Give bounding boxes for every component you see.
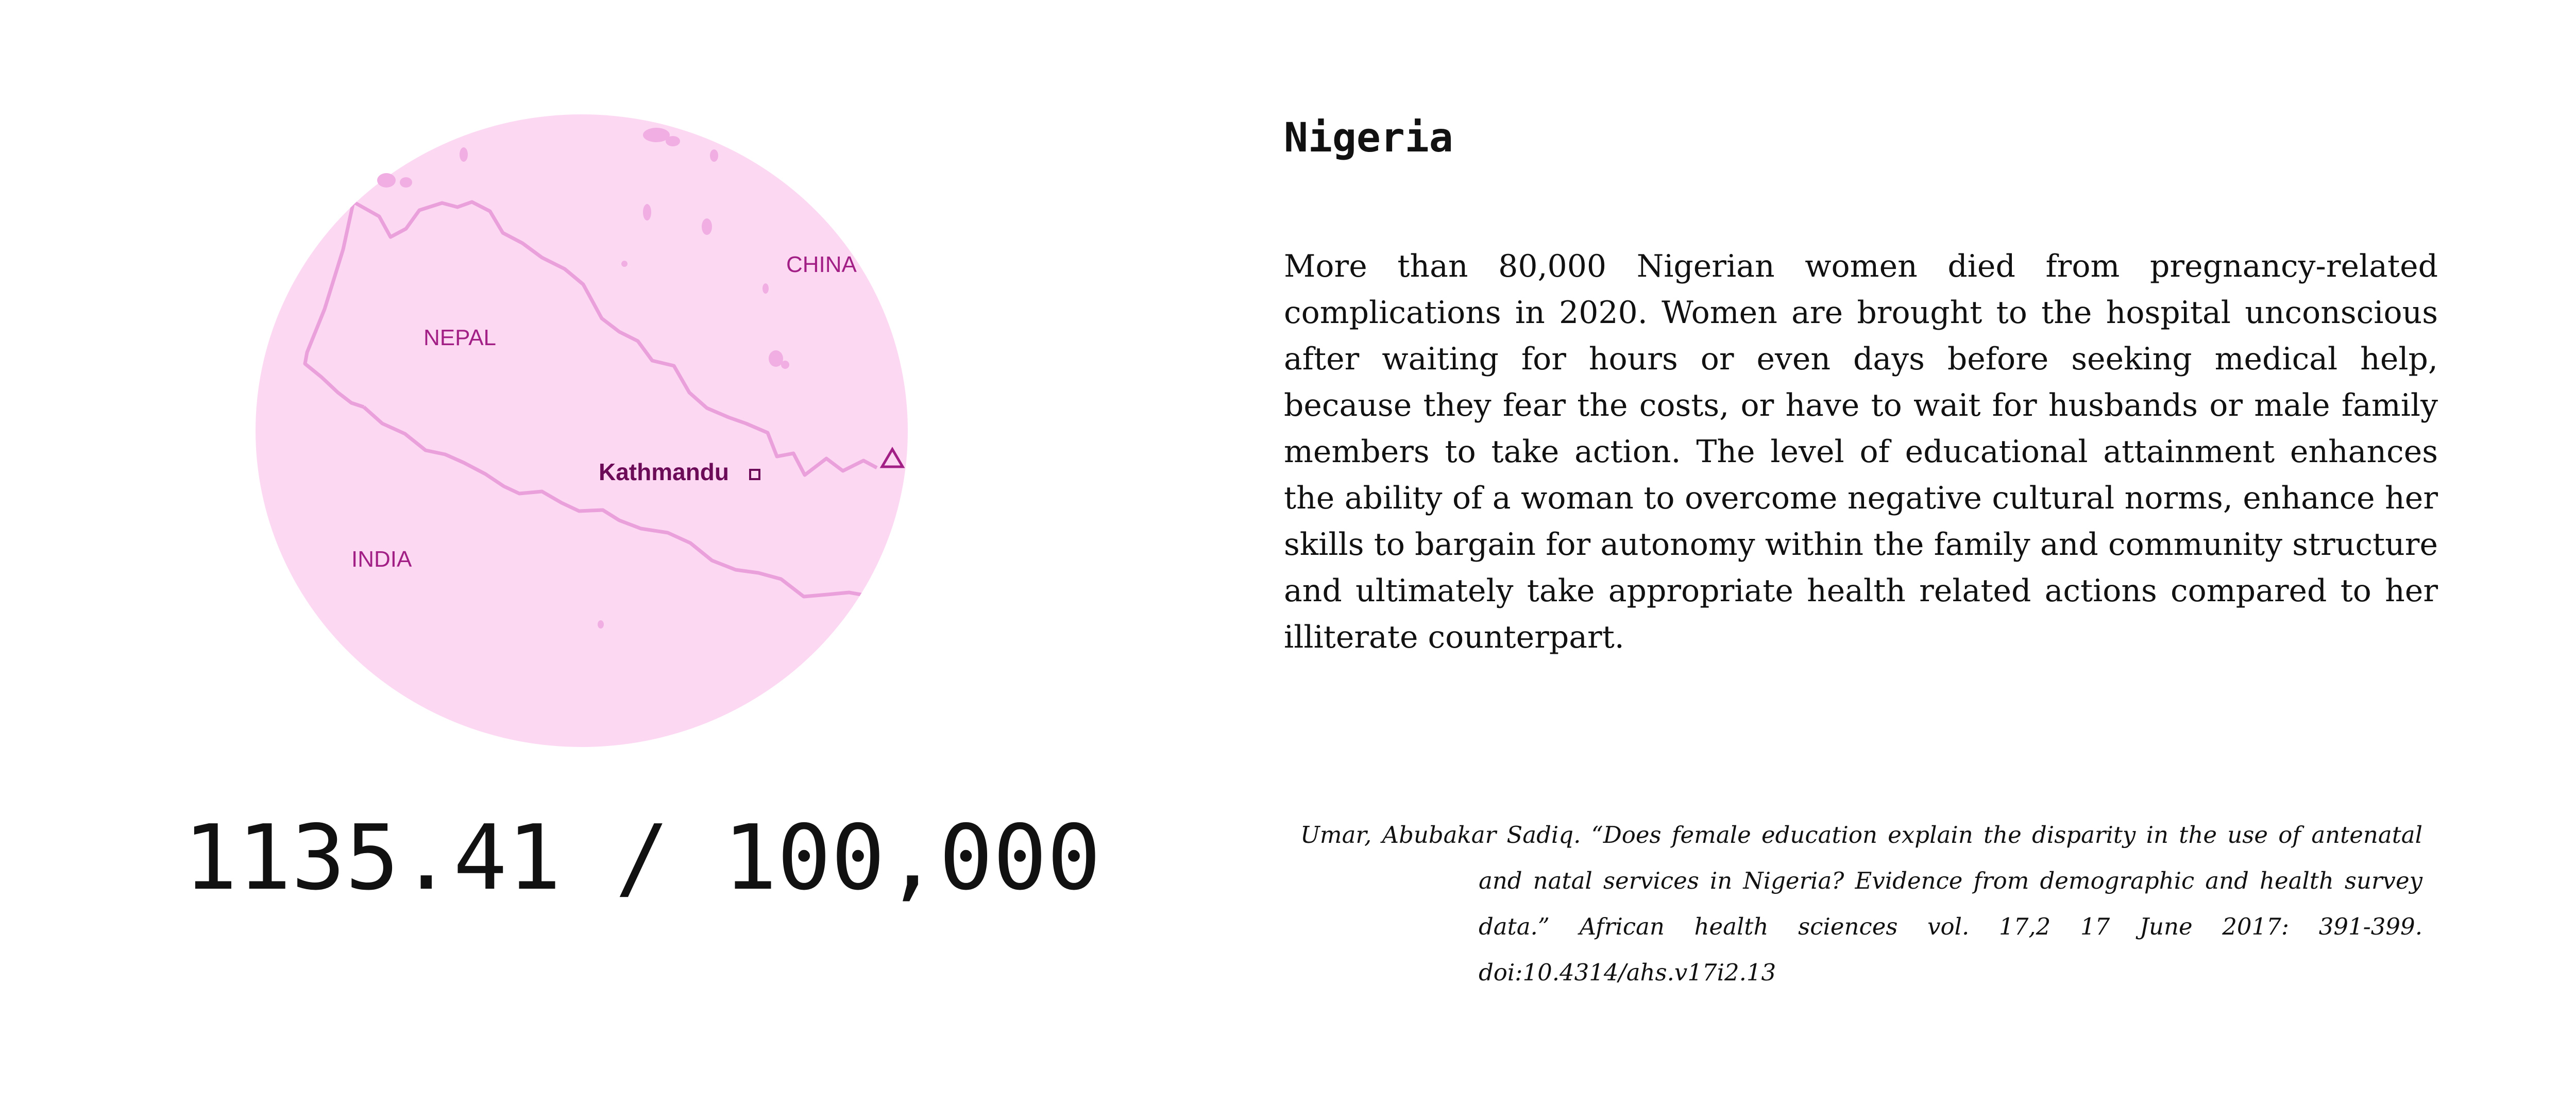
- nepal-south-border: [362, 405, 867, 599]
- nepal-west-border: [303, 201, 365, 409]
- map-label-kathmandu: Kathmandu: [599, 459, 729, 485]
- map-lakes: [377, 128, 789, 629]
- map-svg: CHINA NEPAL INDIA Kathmandu: [256, 114, 908, 747]
- map-label-china: CHINA: [786, 252, 857, 277]
- mortality-rate-stat: 1135.41 / 100,000: [183, 806, 1101, 910]
- nepal-north-border: [352, 200, 878, 477]
- map-circle: CHINA NEPAL INDIA Kathmandu: [256, 114, 908, 747]
- map-label-nepal: NEPAL: [423, 325, 496, 350]
- map-background: [256, 114, 908, 747]
- article-body: More than 80,000 Nigerian women died fro…: [1284, 248, 2438, 655]
- peak-triangle-icon: [879, 447, 905, 468]
- map-label-india: INDIA: [351, 547, 412, 572]
- capital-marker-icon: [749, 469, 760, 480]
- country-title: Nigeria: [1284, 115, 1453, 161]
- citation: Umar, Abubakar Sadiq. “Does female educa…: [1300, 821, 2422, 986]
